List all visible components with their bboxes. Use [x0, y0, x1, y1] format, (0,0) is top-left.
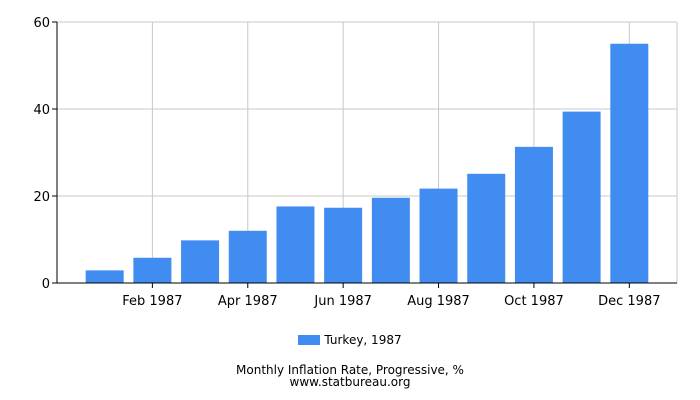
legend-label: Turkey, 1987 — [324, 333, 402, 347]
source-url: www.statbureau.org — [289, 375, 411, 389]
bars — [85, 43, 649, 283]
legend-swatch — [298, 334, 321, 345]
bar — [371, 197, 410, 283]
y-tick-label: 40 — [33, 103, 50, 118]
bar — [228, 230, 267, 283]
x-tick-label: Dec 1987 — [598, 294, 660, 309]
bar — [467, 173, 506, 283]
y-tick-label: 20 — [33, 190, 50, 205]
x-tick-label: Jun 1987 — [313, 294, 372, 309]
x-tick-labels: Feb 1987 Apr 1987 Jun 1987 Aug 1987 Oct 1987… — [122, 294, 660, 309]
y-tick-labels: 0 20 40 60 — [33, 16, 50, 292]
x-tick-label: Apr 1987 — [218, 294, 278, 309]
bar — [610, 43, 649, 283]
x-tick-label: Oct 1987 — [504, 294, 564, 309]
y-tick-label: 0 — [42, 277, 50, 292]
bar — [133, 257, 172, 283]
bar — [181, 240, 220, 283]
bar — [562, 111, 601, 283]
axes — [52, 21, 677, 288]
bar — [419, 188, 458, 283]
bar — [85, 270, 124, 283]
x-tick-label: Feb 1987 — [122, 294, 182, 309]
legend: Turkey, 1987 — [0, 333, 700, 347]
bar — [324, 207, 363, 283]
chart-svg: 0 20 40 60 Feb 1987 Apr 1987 Jun 1987 Aug 1987… — [33, 16, 678, 309]
chart-title: Monthly Inflation Rate, Progressive, % — [236, 363, 464, 377]
bar — [514, 146, 553, 283]
y-tick-label: 60 — [33, 16, 50, 31]
x-tick-label: Aug 1987 — [407, 294, 470, 309]
bar — [276, 206, 315, 283]
